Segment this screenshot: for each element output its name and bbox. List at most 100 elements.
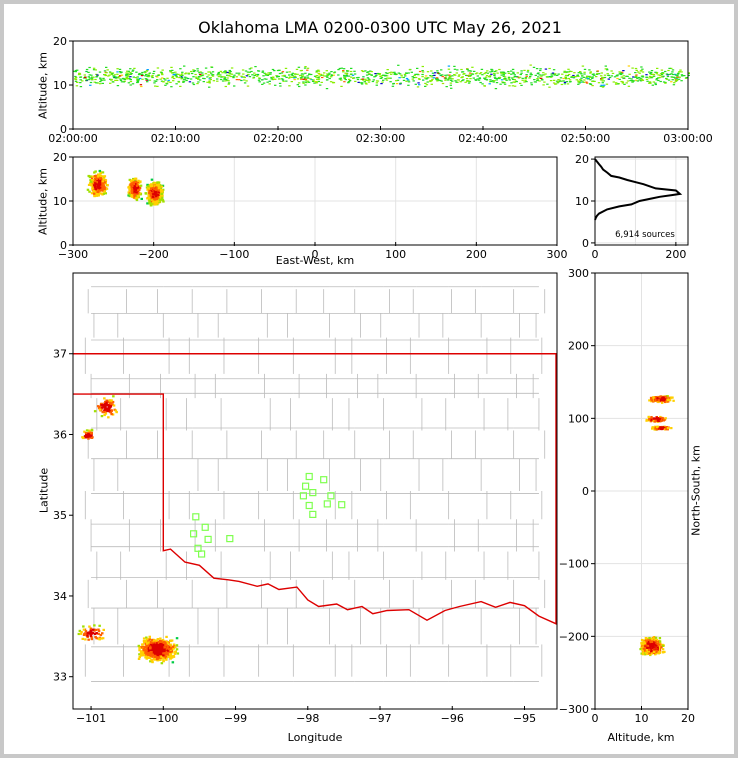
- source-mark: [154, 85, 157, 87]
- source-mark: [258, 81, 261, 83]
- source-mark: [650, 418, 653, 421]
- source-mark: [508, 79, 511, 81]
- source-mark: [512, 72, 515, 75]
- source-mark: [651, 426, 654, 429]
- source-mark: [357, 81, 360, 83]
- source-mark: [345, 75, 348, 77]
- source-mark: [566, 83, 570, 85]
- source-mark: [348, 78, 351, 80]
- source-mark: [400, 74, 403, 76]
- source-mark: [210, 66, 214, 68]
- source-mark: [153, 185, 157, 188]
- source-mark: [107, 404, 110, 407]
- source-mark: [520, 70, 523, 72]
- source-mark: [316, 78, 319, 80]
- source-mark: [99, 83, 102, 85]
- source-mark: [187, 72, 191, 74]
- source-mark: [99, 81, 102, 83]
- source-mark: [138, 187, 142, 190]
- source-mark: [99, 402, 103, 405]
- source-mark: [317, 72, 320, 74]
- source-mark: [399, 82, 402, 84]
- source-mark: [163, 646, 166, 649]
- source-mark: [315, 82, 318, 84]
- source-mark: [91, 179, 95, 182]
- source-mark: [543, 81, 546, 83]
- source-mark: [129, 84, 132, 86]
- source-mark: [154, 651, 157, 654]
- source-mark: [448, 76, 452, 78]
- source-mark: [451, 78, 454, 80]
- source-mark: [458, 74, 461, 76]
- source-mark: [154, 195, 158, 198]
- source-mark: [192, 69, 195, 71]
- source-mark: [525, 75, 528, 77]
- source-mark: [172, 655, 176, 658]
- source-mark: [167, 653, 170, 656]
- source-mark: [667, 400, 670, 403]
- source-mark: [460, 77, 463, 79]
- source-mark: [109, 72, 112, 74]
- source-mark: [468, 75, 472, 77]
- source-mark: [179, 85, 182, 87]
- source-mark: [146, 183, 149, 186]
- source-mark: [326, 76, 329, 78]
- source-mark: [465, 74, 468, 76]
- source-mark: [567, 68, 570, 70]
- source-mark: [99, 174, 103, 178]
- source-mark: [211, 75, 215, 77]
- source-mark: [300, 78, 303, 80]
- source-mark: [651, 76, 654, 78]
- source-mark: [610, 70, 613, 72]
- source-mark: [156, 652, 160, 655]
- source-mark: [618, 78, 621, 80]
- source-mark: [93, 410, 97, 413]
- source-mark: [129, 183, 132, 186]
- source-mark: [164, 84, 167, 86]
- source-mark: [94, 187, 98, 191]
- source-mark: [644, 653, 647, 656]
- source-mark: [104, 179, 108, 182]
- source-mark: [469, 78, 472, 80]
- county-lines: [84, 286, 546, 682]
- source-mark: [650, 70, 654, 72]
- source-mark: [444, 74, 447, 76]
- source-mark: [491, 80, 495, 82]
- tick-label: 100: [385, 248, 406, 261]
- source-mark: [132, 181, 136, 184]
- source-mark: [327, 73, 330, 75]
- source-mark: [90, 630, 93, 633]
- source-mark: [493, 74, 496, 76]
- source-mark: [525, 74, 528, 76]
- source-mark: [242, 73, 245, 75]
- source-mark: [136, 78, 139, 80]
- source-mark: [81, 637, 84, 640]
- source-mark: [156, 199, 159, 202]
- source-mark: [365, 83, 368, 85]
- source-mark: [372, 79, 375, 81]
- source-mark: [345, 72, 349, 74]
- source-mark: [142, 647, 145, 650]
- source-mark: [581, 65, 585, 67]
- source-mark: [656, 417, 660, 420]
- source-mark: [163, 648, 167, 651]
- source-mark: [156, 76, 159, 78]
- source-mark: [89, 627, 93, 630]
- source-mark: [105, 399, 108, 402]
- source-mark: [168, 652, 172, 656]
- source-mark: [681, 75, 684, 77]
- source-mark: [299, 77, 303, 79]
- source-mark: [526, 71, 530, 73]
- source-mark: [87, 76, 90, 78]
- source-mark: [95, 637, 98, 640]
- source-mark: [265, 78, 268, 80]
- source-mark: [119, 79, 123, 81]
- source-mark: [101, 637, 105, 640]
- source-mark: [663, 398, 666, 401]
- source-mark: [342, 71, 345, 73]
- source-mark: [107, 75, 110, 77]
- histogram-line: [594, 158, 683, 221]
- source-mark: [208, 80, 211, 82]
- source-mark: [276, 76, 279, 78]
- source-mark: [88, 79, 91, 81]
